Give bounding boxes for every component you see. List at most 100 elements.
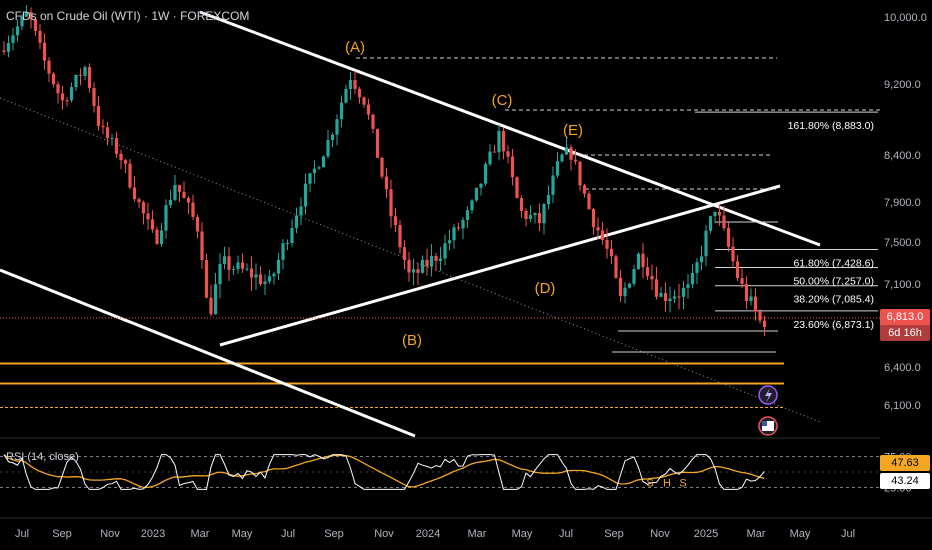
candles xyxy=(2,4,767,337)
candle-body xyxy=(632,269,636,284)
candle-body xyxy=(96,105,101,126)
candle-body xyxy=(330,134,335,140)
candle-body xyxy=(681,287,686,297)
candle-body xyxy=(510,156,515,178)
price-tick-label: 9,200.0 xyxy=(884,79,921,91)
candle-body xyxy=(47,60,51,74)
candle-body xyxy=(582,185,587,194)
candle-body xyxy=(200,231,204,261)
candle-body xyxy=(456,227,461,229)
candle-body xyxy=(744,283,749,301)
candle-body xyxy=(402,247,407,261)
candle-body xyxy=(515,177,519,198)
candle-body xyxy=(186,198,191,203)
candle-body xyxy=(447,240,452,244)
descending-trendline xyxy=(199,10,821,247)
wave-label: (A) xyxy=(345,39,365,56)
candle-body xyxy=(69,86,74,101)
time-tick-label: Jul xyxy=(559,528,573,540)
rsi-label[interactable]: RSI (14, close) xyxy=(6,451,79,463)
candle-body xyxy=(411,269,416,273)
us-flag-icon xyxy=(762,421,774,431)
interval-label[interactable]: 1W xyxy=(151,9,170,23)
price-tick-label: 8,400.0 xyxy=(884,150,921,162)
candle-body xyxy=(326,139,330,157)
candle-body xyxy=(155,229,159,244)
candle-body xyxy=(182,191,186,199)
candle-body xyxy=(380,157,384,177)
candle-body xyxy=(708,216,713,231)
candle-body xyxy=(87,67,92,88)
candle-body xyxy=(528,215,533,219)
candle-body xyxy=(317,167,321,169)
candle-body xyxy=(204,260,209,298)
candle-body xyxy=(587,193,591,210)
wave-label: (C) xyxy=(492,92,513,109)
time-tick-label: Sep xyxy=(604,528,624,540)
candle-body xyxy=(15,26,20,36)
candle-body xyxy=(249,268,254,278)
candle-body xyxy=(636,253,641,270)
candle-body xyxy=(164,205,168,231)
candle-body xyxy=(731,246,735,262)
candle-body xyxy=(438,258,443,261)
fib-level-label: 23.60% (6,873.1) xyxy=(793,319,874,331)
time-tick-label: May xyxy=(512,528,533,540)
price-tick-label: 6,100.0 xyxy=(884,400,921,412)
time-tick-label: Jul xyxy=(281,528,295,540)
rsi-ma-value-tag: 43.24 xyxy=(880,473,930,489)
candle-body xyxy=(281,243,285,260)
candle-body xyxy=(213,284,218,315)
candle-body xyxy=(627,283,632,288)
price-tick-label: 6,400.0 xyxy=(884,362,921,374)
candle-body xyxy=(726,228,731,247)
candle-body xyxy=(614,256,618,278)
candle-body xyxy=(51,73,56,85)
time-tick-label: 2023 xyxy=(141,528,165,540)
candle-body xyxy=(150,219,155,230)
wave-label: (B) xyxy=(402,332,422,349)
candle-body xyxy=(704,230,708,257)
candle-body xyxy=(137,199,141,203)
candle-body xyxy=(546,194,551,205)
candle-body xyxy=(416,269,420,273)
candle-body xyxy=(384,176,389,190)
candle-body xyxy=(434,255,438,261)
candle-body xyxy=(600,230,605,240)
candle-body xyxy=(101,125,105,128)
candle-body xyxy=(722,215,726,229)
candle-body xyxy=(542,204,546,224)
candle-body xyxy=(654,279,659,297)
candle-body xyxy=(348,80,353,90)
time-tick-label: Mar xyxy=(468,528,487,540)
candle-body xyxy=(29,12,33,20)
candle-body xyxy=(596,227,600,231)
candle-body xyxy=(578,161,582,186)
header-sep: · xyxy=(172,9,177,23)
candle-body xyxy=(443,243,447,259)
candle-body xyxy=(641,253,645,268)
candle-body xyxy=(227,256,231,270)
candle-body xyxy=(141,202,146,214)
candle-body xyxy=(56,84,60,94)
time-tick-label: Jul xyxy=(841,528,855,540)
candle-body xyxy=(344,89,348,103)
candle-body xyxy=(240,262,245,269)
candle-body xyxy=(191,202,195,217)
candle-body xyxy=(11,35,15,43)
ascending-trendline xyxy=(219,184,781,347)
candle-body xyxy=(452,227,456,241)
candle-body xyxy=(497,130,501,153)
candle-body xyxy=(474,187,479,201)
candle-body xyxy=(123,160,128,164)
candle-body xyxy=(267,276,272,282)
candle-body xyxy=(564,147,569,155)
lightning-icon xyxy=(765,388,772,403)
time-tick-label: May xyxy=(232,528,253,540)
candle-body xyxy=(231,269,236,271)
candle-body xyxy=(375,128,380,158)
candle-body xyxy=(60,93,65,101)
symbol-name[interactable]: CFDs on Crude Oil (WTI) xyxy=(6,9,141,23)
